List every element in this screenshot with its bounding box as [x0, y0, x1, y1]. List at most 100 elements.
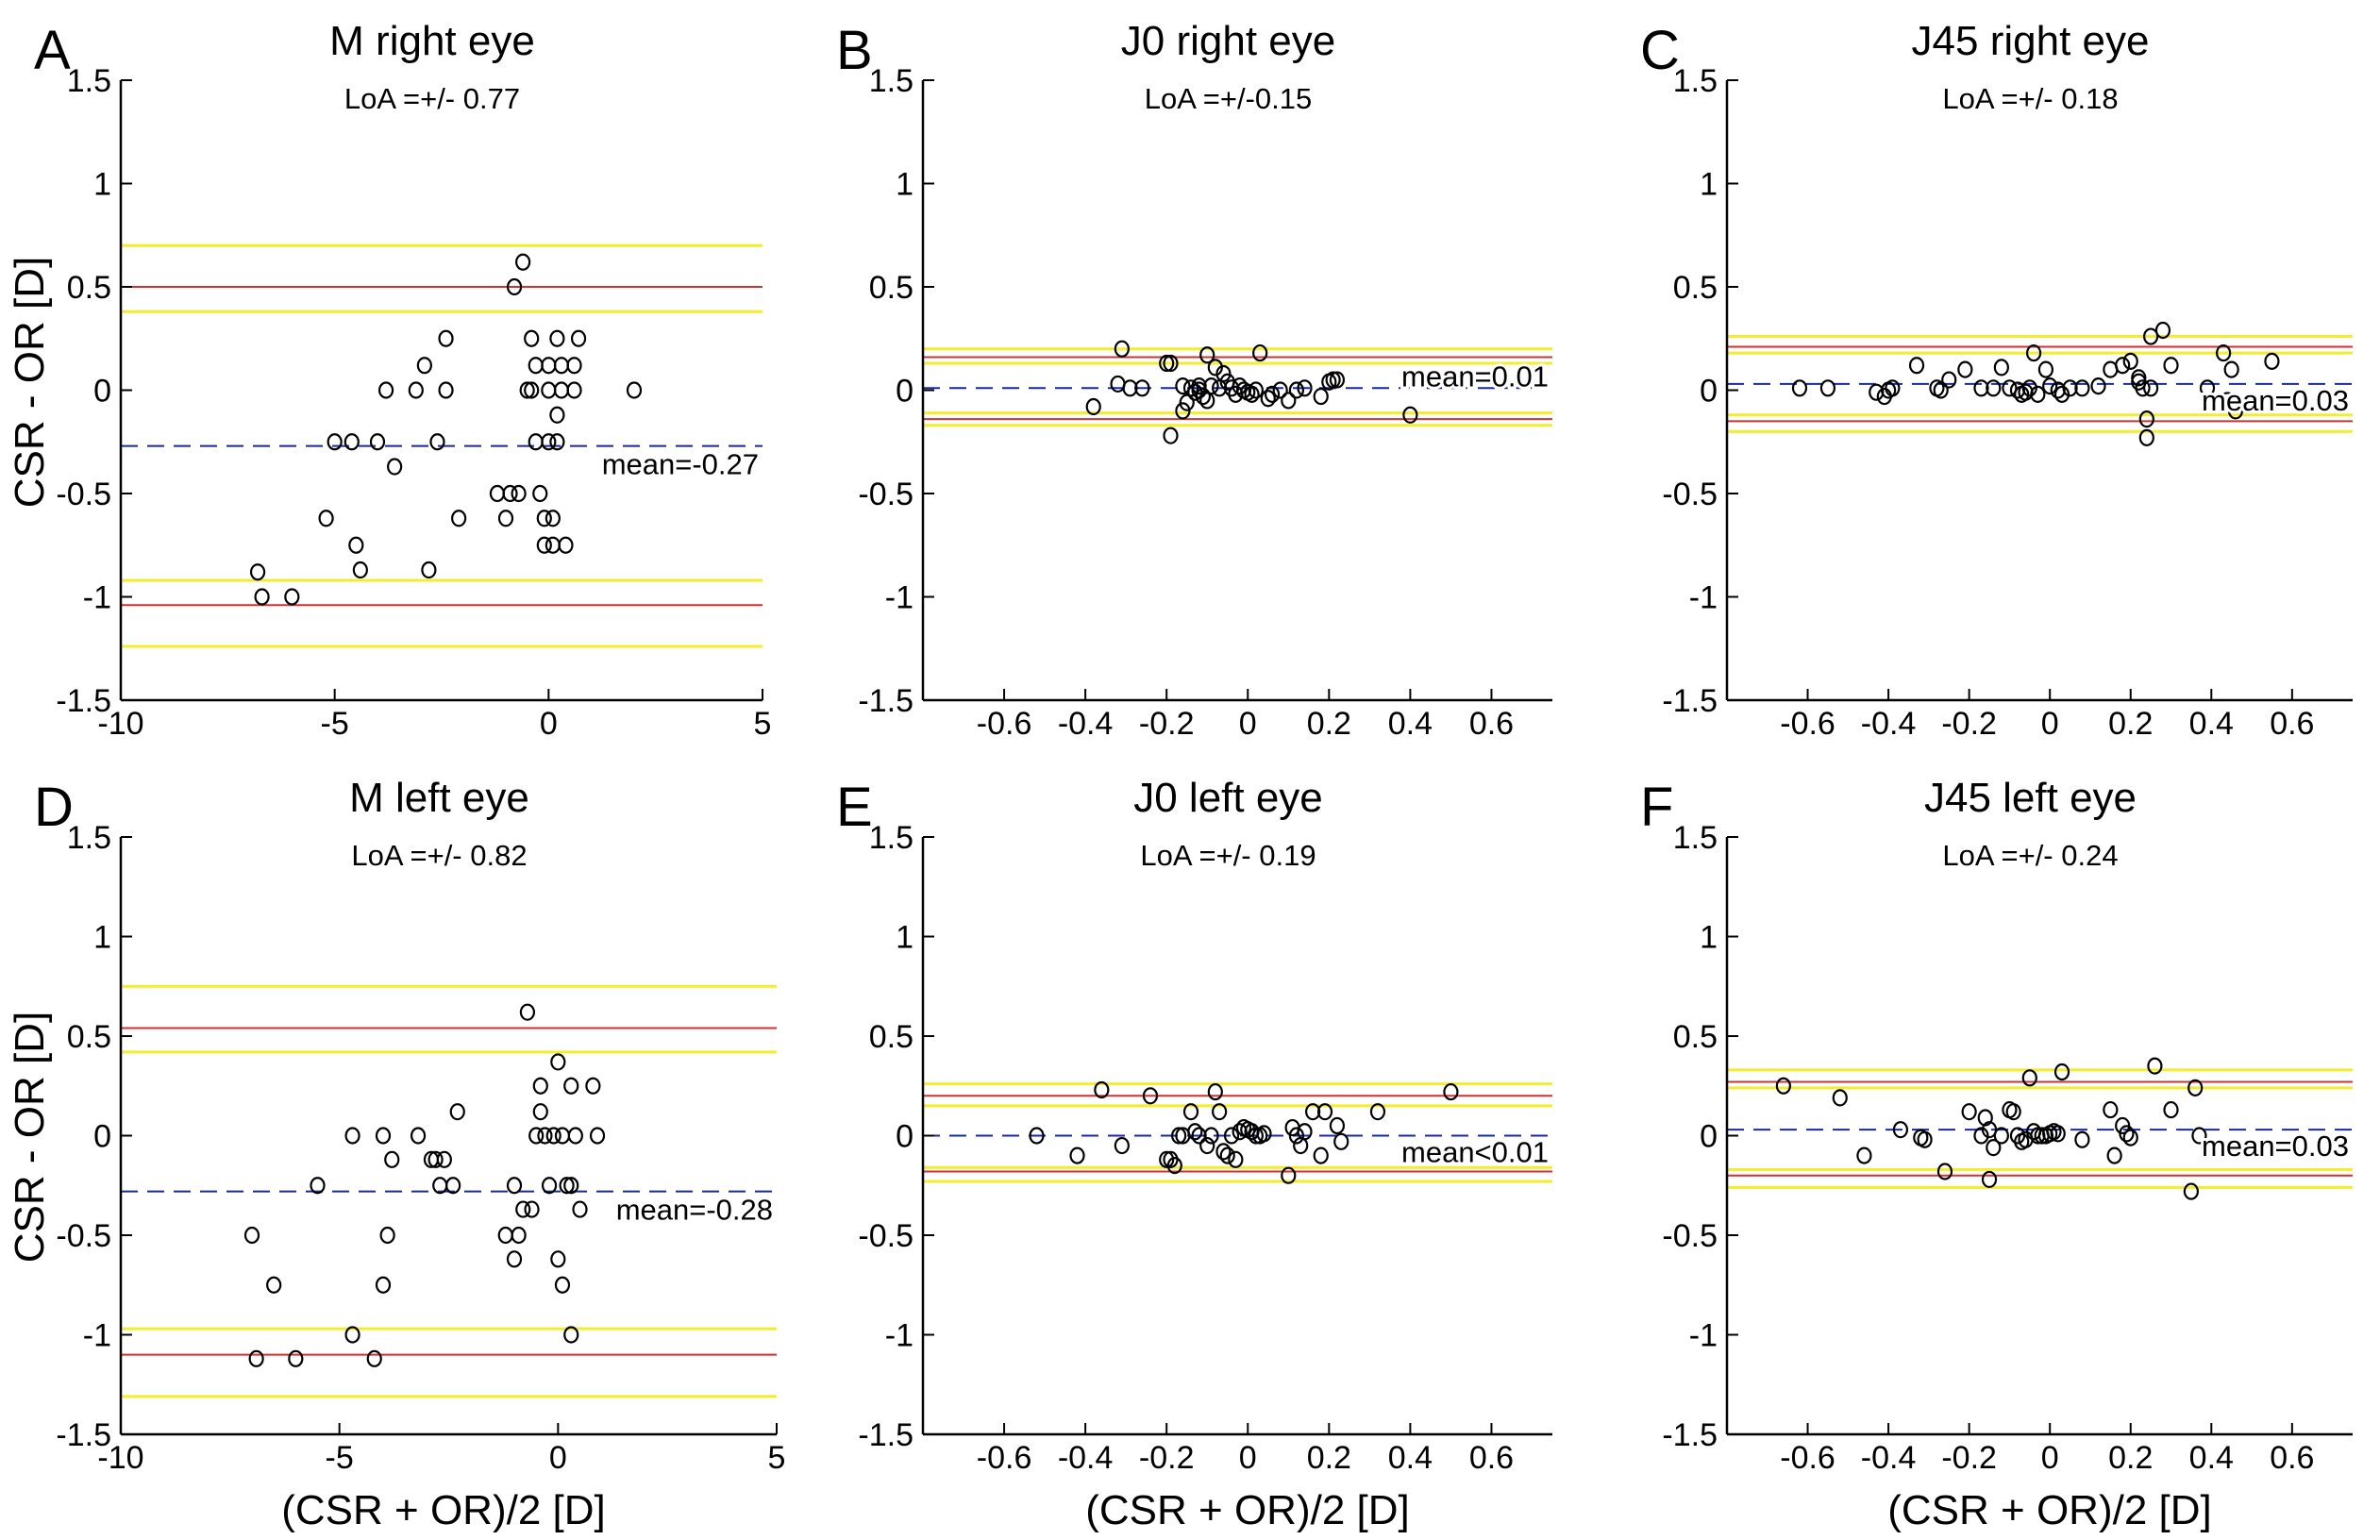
x-tick-label: 0.2: [1307, 706, 1351, 742]
y-tick-label: 0: [93, 1119, 111, 1155]
data-point: [2062, 379, 2078, 397]
data-point: [1248, 381, 1264, 399]
y-tick-label: 0.5: [67, 1019, 111, 1055]
data-point: [2115, 357, 2131, 375]
data-point: [1114, 1136, 1130, 1155]
data-point: [541, 357, 557, 375]
panel-subtitle: LoA =+/- 0.19: [1140, 839, 1316, 872]
data-point: [1182, 1103, 1199, 1121]
data-point: [2053, 1063, 2070, 1081]
y-tick-label: 0.5: [869, 270, 913, 306]
data-point: [1272, 381, 1288, 399]
data-point: [421, 561, 437, 579]
data-point: [572, 1200, 588, 1218]
data-point: [1281, 1166, 1297, 1184]
x-tick-label: 0.2: [2108, 706, 2153, 742]
data-point: [2074, 1130, 2090, 1148]
data-point: [2183, 1182, 2200, 1200]
data-point: [1316, 1103, 1333, 1121]
data-point: [566, 381, 582, 399]
data-point: [550, 1053, 566, 1071]
x-tick-label: 0.2: [2108, 1440, 2153, 1476]
data-point: [344, 1326, 360, 1344]
y-tick-label: 1.5: [1673, 63, 1718, 99]
data-point: [515, 253, 531, 271]
data-point: [1163, 354, 1179, 373]
data-point: [1369, 1103, 1386, 1121]
data-point: [318, 510, 334, 527]
data-point: [1199, 1136, 1215, 1155]
data-point: [249, 563, 266, 581]
data-point: [436, 1150, 452, 1168]
data-point: [445, 1177, 461, 1195]
data-point: [1085, 397, 1101, 416]
x-tick-label: -0.4: [1861, 1440, 1917, 1476]
data-point: [348, 536, 364, 554]
data-point: [532, 484, 548, 503]
panel-subtitle: LoA =+/- 0.24: [1942, 839, 2118, 872]
data-point: [1215, 364, 1232, 383]
data-point: [545, 536, 561, 554]
data-point: [1199, 346, 1215, 364]
y-tick-label: 0: [1700, 1119, 1718, 1155]
data-point: [1264, 385, 1281, 403]
data-point: [2122, 1129, 2138, 1147]
x-tick-label: 0.6: [1469, 706, 1514, 742]
x-tick-label: -10: [97, 1440, 143, 1476]
data-point: [497, 1226, 513, 1245]
data-point: [1819, 379, 1836, 397]
data-point: [1325, 371, 1341, 389]
data-point: [2163, 357, 2179, 375]
data-point: [2002, 379, 2018, 397]
data-point: [1166, 1157, 1182, 1175]
data-point: [1281, 392, 1297, 410]
data-point: [1791, 379, 1808, 397]
data-point: [519, 1003, 536, 1021]
panel-letter: D: [34, 777, 74, 838]
y-tick-label: -0.5: [1662, 1218, 1718, 1254]
data-point: [2147, 1057, 2163, 1075]
data-point: [1252, 343, 1268, 362]
x-tick-label: -10: [97, 706, 143, 742]
data-point: [2005, 1103, 2021, 1121]
data-point: [626, 381, 643, 399]
data-point: [2119, 1125, 2135, 1143]
data-point: [1232, 377, 1248, 395]
data-point: [563, 1077, 579, 1095]
data-point: [284, 588, 300, 606]
x-tick-label: -0.4: [1861, 706, 1917, 742]
data-point: [288, 1349, 304, 1367]
y-tick-label: -1.5: [56, 683, 111, 719]
y-tick-label: -0.5: [56, 1218, 111, 1254]
y-tick-label: 0: [896, 374, 913, 410]
data-point: [506, 1250, 523, 1268]
data-point: [451, 510, 467, 527]
mean-label: mean=-0.27: [602, 448, 759, 481]
y-axis-label-bottom: CSR - OR [D]: [7, 1012, 53, 1263]
x-axis-label-f: (CSR + OR)/2 [D]: [1887, 1487, 2212, 1533]
panel-title: J45 right eye: [1912, 18, 2150, 64]
data-point: [1187, 1123, 1203, 1141]
data-point: [2143, 327, 2159, 345]
data-point: [1256, 1125, 1272, 1143]
y-tick-label: -0.5: [858, 477, 913, 512]
data-point: [408, 381, 424, 399]
data-point: [536, 510, 552, 527]
data-point: [310, 1177, 326, 1195]
data-point: [1175, 377, 1191, 395]
data-point: [549, 433, 565, 451]
data-point: [1244, 385, 1260, 403]
y-tick-label: -1: [83, 580, 111, 616]
y-tick-label: -1: [1689, 580, 1718, 616]
panel-subtitle: LoA =+/-0.15: [1145, 82, 1313, 115]
data-point: [1175, 402, 1191, 420]
data-point: [1228, 1150, 1244, 1168]
data-point: [327, 433, 343, 451]
data-point: [1986, 1139, 2002, 1157]
data-point: [1941, 371, 1957, 389]
y-tick-label: 1: [93, 167, 111, 203]
data-point: [1029, 1127, 1045, 1145]
data-point: [2106, 1147, 2122, 1164]
data-point: [515, 1200, 531, 1218]
x-tick-label: -0.6: [977, 706, 1032, 742]
